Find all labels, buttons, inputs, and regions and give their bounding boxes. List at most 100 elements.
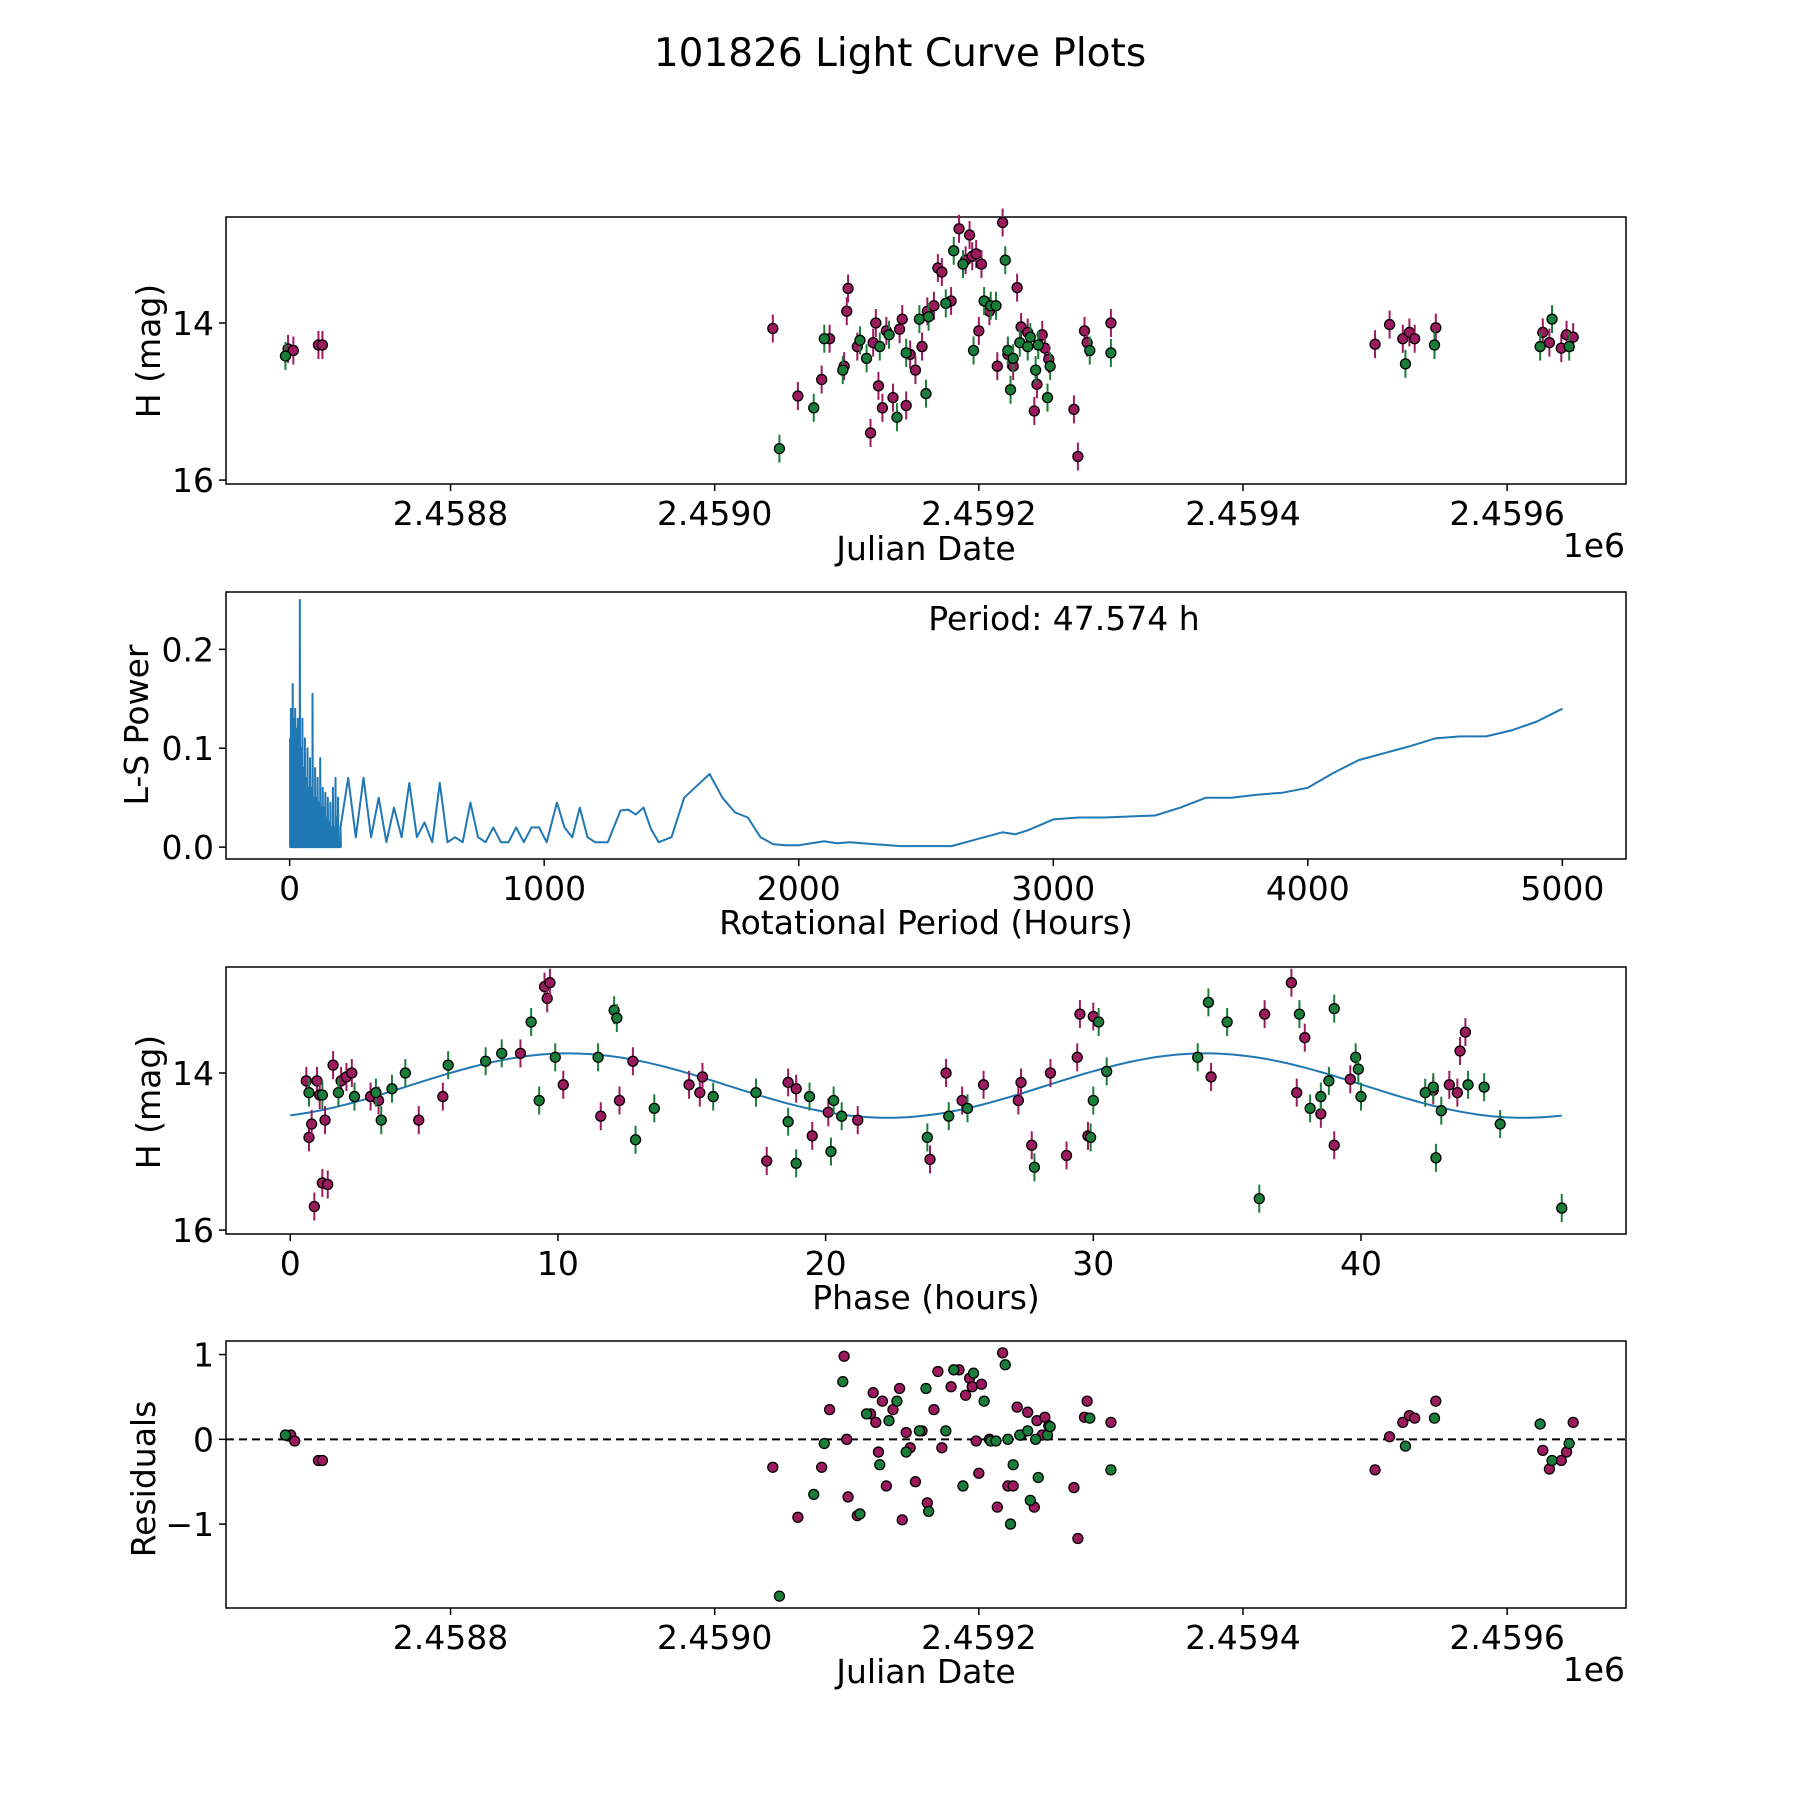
phased-ytick-label: 14 [172, 1054, 214, 1093]
phased-point-filter-b [825, 1145, 837, 1158]
phased-point-filter-a [1328, 1139, 1340, 1151]
phased-point-filter-a [1285, 977, 1298, 989]
residuals-panel: Julian Date Residuals 1e6 2.4588 2.4590 2.… [124, 1336, 1627, 1691]
lightcurve-point-filter-a [991, 360, 1003, 372]
lightcurve-point-filter-b [1029, 364, 1042, 376]
periodogram-power-line [339, 707, 1563, 848]
lightcurve-point-filter-a [1369, 338, 1381, 350]
lightcurve-point-filter-a [963, 229, 976, 241]
phased-point-filter-b [1315, 1090, 1327, 1103]
residuals-point-filter-b [1029, 1433, 1042, 1445]
phased-panel: Phase (hours) H (mag) 0 10 20 30 40 16 14 [129, 966, 1627, 1317]
phased-point-filter-b [1028, 1161, 1041, 1173]
periodogram-xtick-label: 2000 [757, 869, 841, 908]
phased-point-filter-b [592, 1051, 604, 1063]
phased-point-filter-a [346, 1067, 358, 1079]
lightcurve-point-filter-a [316, 339, 329, 351]
lightcurve-point-filter-b [920, 388, 932, 400]
phased-point-filter-b [399, 1067, 411, 1079]
phased-point-filter-a [1344, 1073, 1356, 1085]
phased-point-filter-a [683, 1079, 695, 1091]
lightcurve-point-filter-a [842, 282, 854, 295]
residuals-point-filter-b [967, 1367, 980, 1379]
residuals-point-filter-a [1105, 1416, 1117, 1429]
phased-point-filter-b [1101, 1065, 1113, 1078]
phased-point-filter-b [1328, 1002, 1340, 1015]
residuals-point-filter-b [1007, 1459, 1019, 1471]
lightcurve-point-filter-b [837, 364, 849, 376]
phased-point-filter-a [1451, 1086, 1464, 1099]
lightcurve-point-filter-b [957, 258, 969, 270]
residuals-point-filter-a [1068, 1481, 1080, 1494]
residuals-point-filter-a [991, 1501, 1003, 1513]
residuals-point-filter-b [978, 1395, 990, 1407]
lightcurve-point-filter-b [1105, 347, 1117, 359]
phased-point-filter-b [375, 1114, 387, 1126]
residuals-point-filter-b [860, 1408, 873, 1420]
lightcurve-point-filter-b [900, 347, 912, 359]
phased-point-filter-b [943, 1110, 955, 1122]
lightcurve-point-filter-a [928, 300, 940, 312]
residuals-point-filter-a [928, 1404, 940, 1416]
phased-point-filter-b [1435, 1105, 1447, 1117]
residuals-xlabel: Julian Date [834, 1652, 1016, 1691]
lightcurve-point-filter-b [913, 313, 926, 325]
residuals-point-filter-b [1004, 1518, 1017, 1530]
residuals-point-filter-b [900, 1446, 912, 1458]
residuals-point-filter-a [966, 1381, 978, 1393]
phased-point-filter-b [629, 1134, 642, 1146]
phased-point-filter-b [1293, 1008, 1306, 1020]
lightcurve-point-filter-a [870, 317, 882, 329]
periodogram-xtick-label: 0 [279, 869, 300, 908]
lightcurve-point-filter-b [967, 344, 980, 357]
residuals-point-filter-a [816, 1461, 828, 1473]
phased-point-filter-b [442, 1059, 454, 1071]
lightcurve-point-filter-a [900, 399, 912, 412]
lightcurve-point-filter-a [1011, 282, 1023, 294]
phased-point-filter-a [514, 1047, 527, 1060]
phased-xlabel: Phase (hours) [812, 1278, 1040, 1317]
lightcurve-point-filter-a [916, 340, 928, 353]
phased-point-filter-a [627, 1055, 639, 1067]
phased-point-filter-a [1026, 1139, 1038, 1151]
residuals-point-filter-a [1409, 1412, 1421, 1424]
residuals-point-filter-b [808, 1488, 820, 1501]
residuals-point-filter-b [818, 1437, 830, 1450]
lightcurve-point-filter-a [841, 305, 853, 317]
residuals-point-filter-b [1002, 1433, 1014, 1445]
periodogram-ytick-label: 0.2 [162, 630, 214, 669]
residuals-point-filter-a [896, 1514, 908, 1526]
phased-point-filter-b [1093, 1016, 1105, 1028]
lightcurve-point-filter-a [1105, 317, 1117, 329]
phased-point-filter-a [852, 1114, 864, 1126]
periodogram-ytick-label: 0.0 [162, 828, 214, 867]
phased-point-filter-a [613, 1094, 626, 1107]
residuals-point-filter-a [1011, 1401, 1023, 1413]
lightcurve-point-filter-b [1534, 340, 1546, 353]
phased-point-filter-b [836, 1110, 848, 1122]
residuals-point-filter-a [841, 1433, 853, 1445]
residuals-frame [225, 1340, 1627, 1609]
residuals-point-filter-b [837, 1376, 849, 1388]
phased-point-filter-b [790, 1157, 802, 1169]
lightcurve-point-filter-b [1084, 344, 1096, 357]
lightcurve-point-filter-b [948, 245, 960, 257]
residuals-point-filter-a [909, 1476, 922, 1488]
residuals-point-filter-b [773, 1590, 786, 1602]
lightcurve-point-filter-a [1028, 405, 1040, 417]
phased-point-filter-a [308, 1200, 320, 1213]
lightcurve-offset-label: 1e6 [1563, 526, 1625, 565]
periodogram-panel: Rotational Period (Hours) L-S Power Peri… [117, 591, 1627, 942]
phased-point-filter-b [370, 1086, 382, 1099]
lightcurve-point-filter-a [816, 373, 828, 386]
lightcurve-xtick-label: 2.4594 [1185, 494, 1300, 533]
lightcurve-point-filter-b [279, 350, 292, 362]
residuals-point-filter-a [900, 1426, 912, 1439]
phased-point-filter-b [1202, 996, 1215, 1008]
lightcurve-point-filter-a [1383, 318, 1396, 331]
residuals-point-filter-a [1383, 1431, 1396, 1443]
phased-point-filter-a [924, 1153, 936, 1166]
residuals-xtick-label: 2.4594 [1185, 1618, 1300, 1657]
residuals-point-filter-b [1399, 1440, 1412, 1452]
residuals-point-filter-b [1044, 1420, 1056, 1433]
